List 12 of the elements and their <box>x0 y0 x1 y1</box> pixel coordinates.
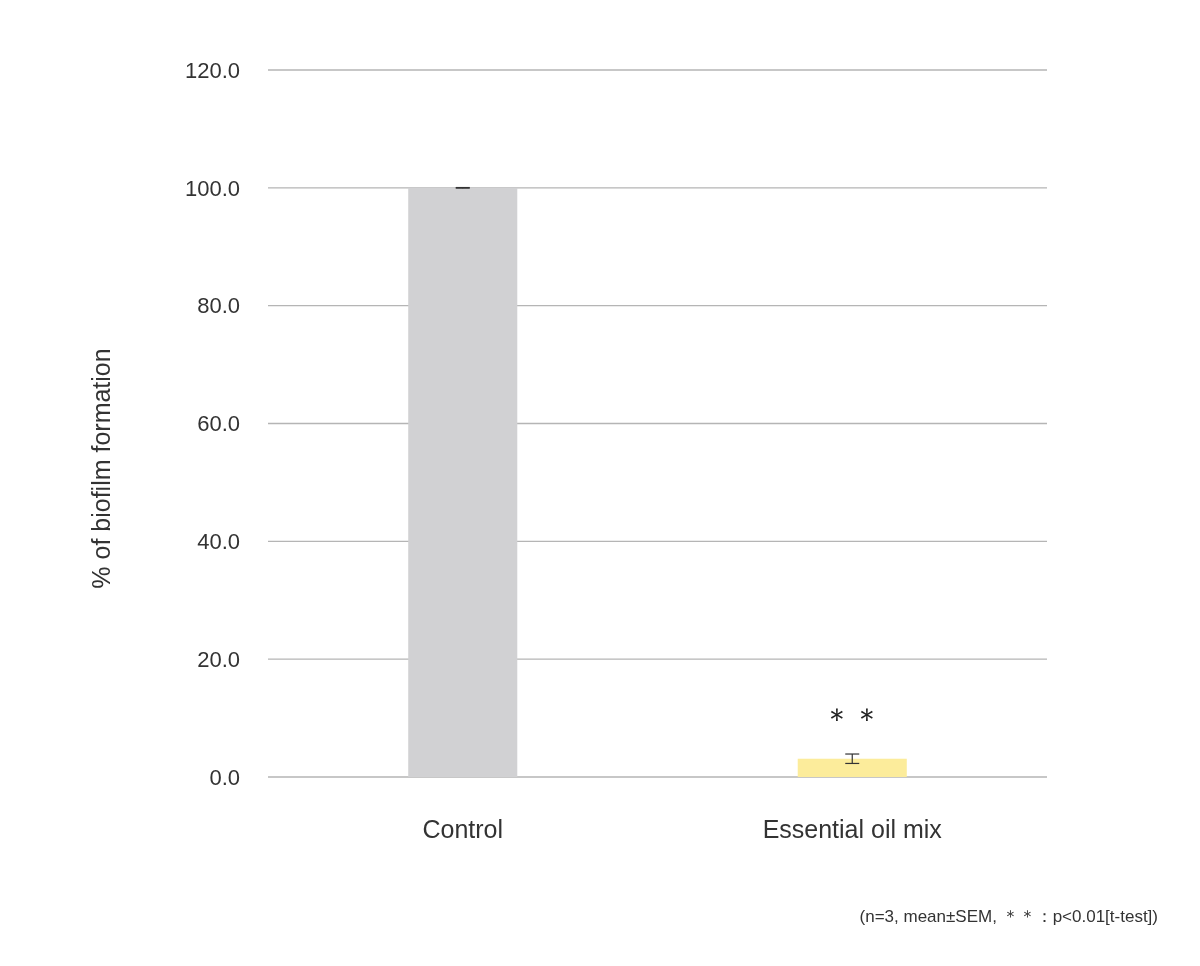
y-axis-title: % of biofilm formation <box>87 348 115 589</box>
y-tick-label: 60.0 <box>197 411 240 437</box>
x-tick-label: Essential oil mix <box>762 815 943 843</box>
y-tick-label: 80.0 <box>197 293 240 319</box>
x-tick-label: Control <box>422 815 504 843</box>
y-tick-label: 20.0 <box>197 646 240 672</box>
annotation: ＊＊ <box>822 701 883 735</box>
y-tick-label: 40.0 <box>197 529 240 555</box>
text: (n=3, mean±SEM, ＊＊：p<0.01[t-test]) <box>859 907 1158 926</box>
y-tick-label: 120.0 <box>184 57 240 83</box>
y-tick-label: 0.0 <box>209 764 240 790</box>
y-tick-label: 100.0 <box>184 175 240 201</box>
